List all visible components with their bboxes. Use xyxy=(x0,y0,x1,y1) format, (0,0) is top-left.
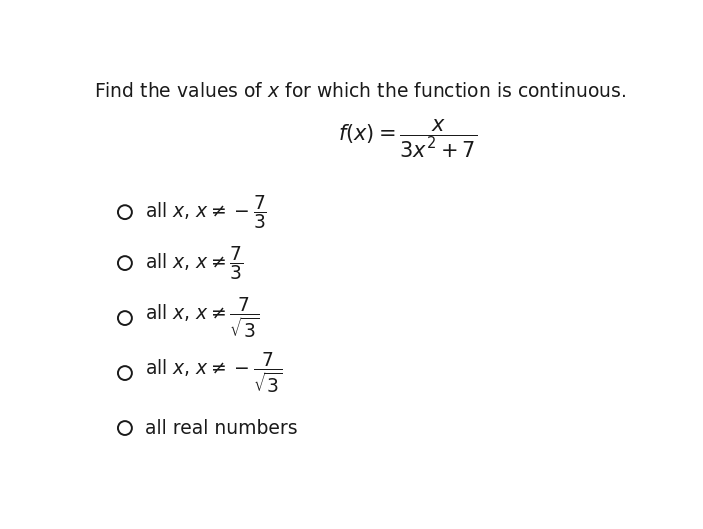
Text: all $x$, $x \neq \dfrac{7}{3}$: all $x$, $x \neq \dfrac{7}{3}$ xyxy=(145,244,244,282)
Text: all $x$, $x \neq -\dfrac{7}{3}$: all $x$, $x \neq -\dfrac{7}{3}$ xyxy=(145,193,267,231)
Text: all $x$, $x \neq -\dfrac{7}{\sqrt{3}}$: all $x$, $x \neq -\dfrac{7}{\sqrt{3}}$ xyxy=(145,351,283,395)
Text: $f(x) = \dfrac{x}{3x^2 + 7}$: $f(x) = \dfrac{x}{3x^2 + 7}$ xyxy=(339,118,477,160)
Text: all real numbers: all real numbers xyxy=(145,418,297,437)
Text: all $x$, $x \neq \dfrac{7}{\sqrt{3}}$: all $x$, $x \neq \dfrac{7}{\sqrt{3}}$ xyxy=(145,296,259,340)
Text: Find the values of $x$ for which the function is continuous.: Find the values of $x$ for which the fun… xyxy=(94,82,626,101)
